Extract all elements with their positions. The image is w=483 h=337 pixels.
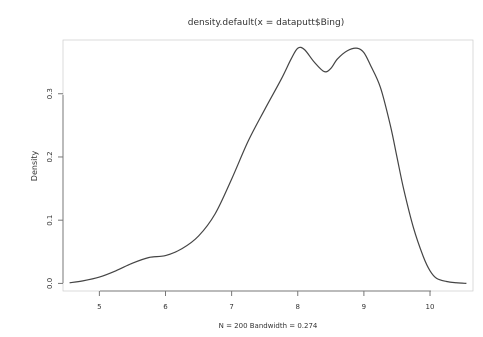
x-tick-label: 9 bbox=[362, 303, 366, 311]
series-group bbox=[69, 46, 467, 285]
x-tick-label: 6 bbox=[163, 303, 168, 311]
x-tick-label: 7 bbox=[229, 303, 233, 311]
y-axis-label: Density bbox=[30, 151, 39, 182]
y-tick-label: 0.0 bbox=[46, 278, 54, 289]
y-tick-label: 0.2 bbox=[46, 151, 54, 162]
y-tick-label: 0.1 bbox=[46, 215, 54, 226]
y-axis-ticks: 0.0 0.1 0.2 0.3 bbox=[46, 88, 63, 289]
plot-frame bbox=[62, 39, 474, 292]
y-tick-label: 0.3 bbox=[46, 88, 54, 99]
x-tick-label: 8 bbox=[296, 303, 300, 311]
density-curve bbox=[69, 46, 467, 285]
x-tick-label: 10 bbox=[426, 303, 435, 311]
chart-title: density.default(x = dataputt$Bing) bbox=[188, 18, 344, 28]
x-axis-ticks: 5 6 7 8 9 10 bbox=[97, 291, 434, 311]
x-tick-label: 5 bbox=[97, 303, 101, 311]
x-axis-label: N = 200 Bandwidth = 0.274 bbox=[219, 322, 318, 330]
